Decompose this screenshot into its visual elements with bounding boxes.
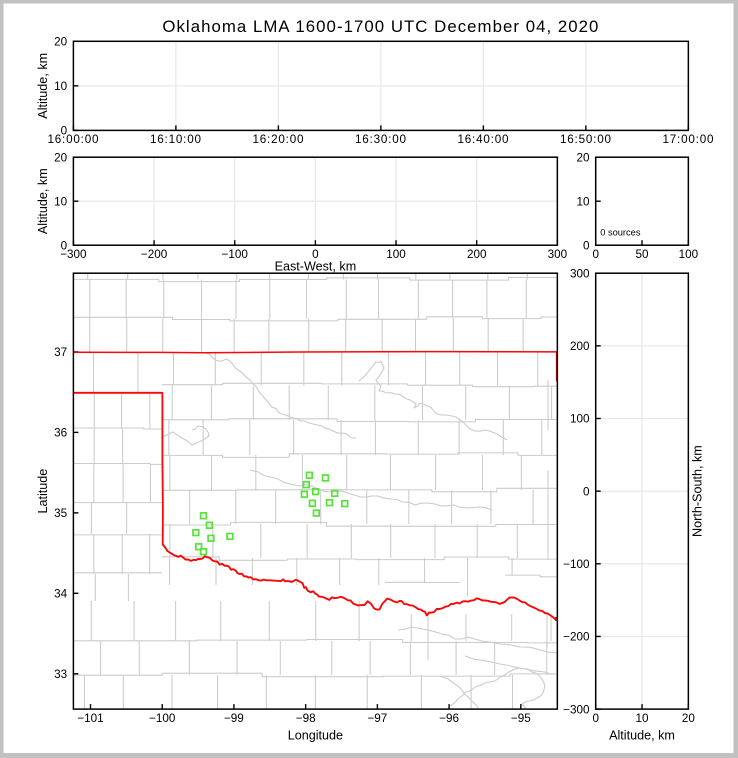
svg-text:−97: −97 <box>367 712 387 725</box>
svg-text:300: 300 <box>548 248 568 261</box>
svg-text:0: 0 <box>592 712 599 725</box>
svg-text:−98: −98 <box>296 712 316 725</box>
svg-text:Altitude, km: Altitude, km <box>36 168 50 234</box>
svg-text:North-South, km: North-South, km <box>691 445 705 537</box>
svg-text:20: 20 <box>54 36 68 49</box>
svg-text:0: 0 <box>583 485 590 498</box>
svg-text:−100: −100 <box>563 558 590 571</box>
svg-text:−95: −95 <box>511 712 531 725</box>
svg-text:Altitude, km: Altitude, km <box>36 53 50 119</box>
svg-text:34: 34 <box>54 588 68 601</box>
svg-text:100: 100 <box>386 248 406 261</box>
svg-text:Oklahoma LMA 1600-1700 UTC Dec: Oklahoma LMA 1600-1700 UTC December 04, … <box>162 17 599 36</box>
svg-text:16:50:00: 16:50:00 <box>560 133 612 146</box>
svg-text:100: 100 <box>679 248 699 261</box>
svg-text:0: 0 <box>61 125 68 138</box>
svg-text:36: 36 <box>54 427 67 440</box>
svg-text:20: 20 <box>682 712 696 725</box>
svg-text:50: 50 <box>635 248 649 261</box>
svg-text:−300: −300 <box>563 703 590 716</box>
svg-text:16:20:00: 16:20:00 <box>252 133 304 146</box>
svg-text:0: 0 <box>583 239 590 252</box>
svg-text:Altitude, km: Altitude, km <box>609 729 675 743</box>
svg-text:0: 0 <box>312 248 319 261</box>
svg-text:−300: −300 <box>60 248 87 261</box>
svg-text:−99: −99 <box>224 712 244 725</box>
svg-text:16:10:00: 16:10:00 <box>150 133 202 146</box>
svg-text:0: 0 <box>61 239 68 252</box>
svg-text:Longitude: Longitude <box>288 729 343 743</box>
svg-text:100: 100 <box>570 413 590 426</box>
svg-text:−101: −101 <box>77 712 103 725</box>
svg-text:16:00:00: 16:00:00 <box>47 133 99 146</box>
svg-text:−96: −96 <box>439 712 459 725</box>
svg-text:10: 10 <box>54 195 68 208</box>
svg-text:20: 20 <box>54 151 68 164</box>
svg-text:0 sources: 0 sources <box>600 228 641 238</box>
svg-text:17:00:00: 17:00:00 <box>662 133 714 146</box>
svg-text:East-West, km: East-West, km <box>275 259 357 273</box>
svg-text:300: 300 <box>570 267 590 280</box>
svg-text:Latitude: Latitude <box>36 469 50 514</box>
svg-text:35: 35 <box>54 507 68 520</box>
svg-text:10: 10 <box>635 712 649 725</box>
svg-text:200: 200 <box>467 248 487 261</box>
svg-text:16:40:00: 16:40:00 <box>457 133 509 146</box>
svg-text:200: 200 <box>570 340 590 353</box>
svg-text:20: 20 <box>576 151 590 164</box>
svg-text:−200: −200 <box>141 248 168 261</box>
svg-text:−100: −100 <box>149 712 176 725</box>
svg-text:16:30:00: 16:30:00 <box>355 133 407 146</box>
svg-text:0: 0 <box>592 248 599 261</box>
svg-text:10: 10 <box>54 80 68 93</box>
svg-text:−100: −100 <box>222 248 249 261</box>
svg-text:33: 33 <box>54 668 67 681</box>
svg-text:10: 10 <box>576 195 590 208</box>
svg-text:−200: −200 <box>563 631 590 644</box>
svg-text:37: 37 <box>54 346 67 359</box>
